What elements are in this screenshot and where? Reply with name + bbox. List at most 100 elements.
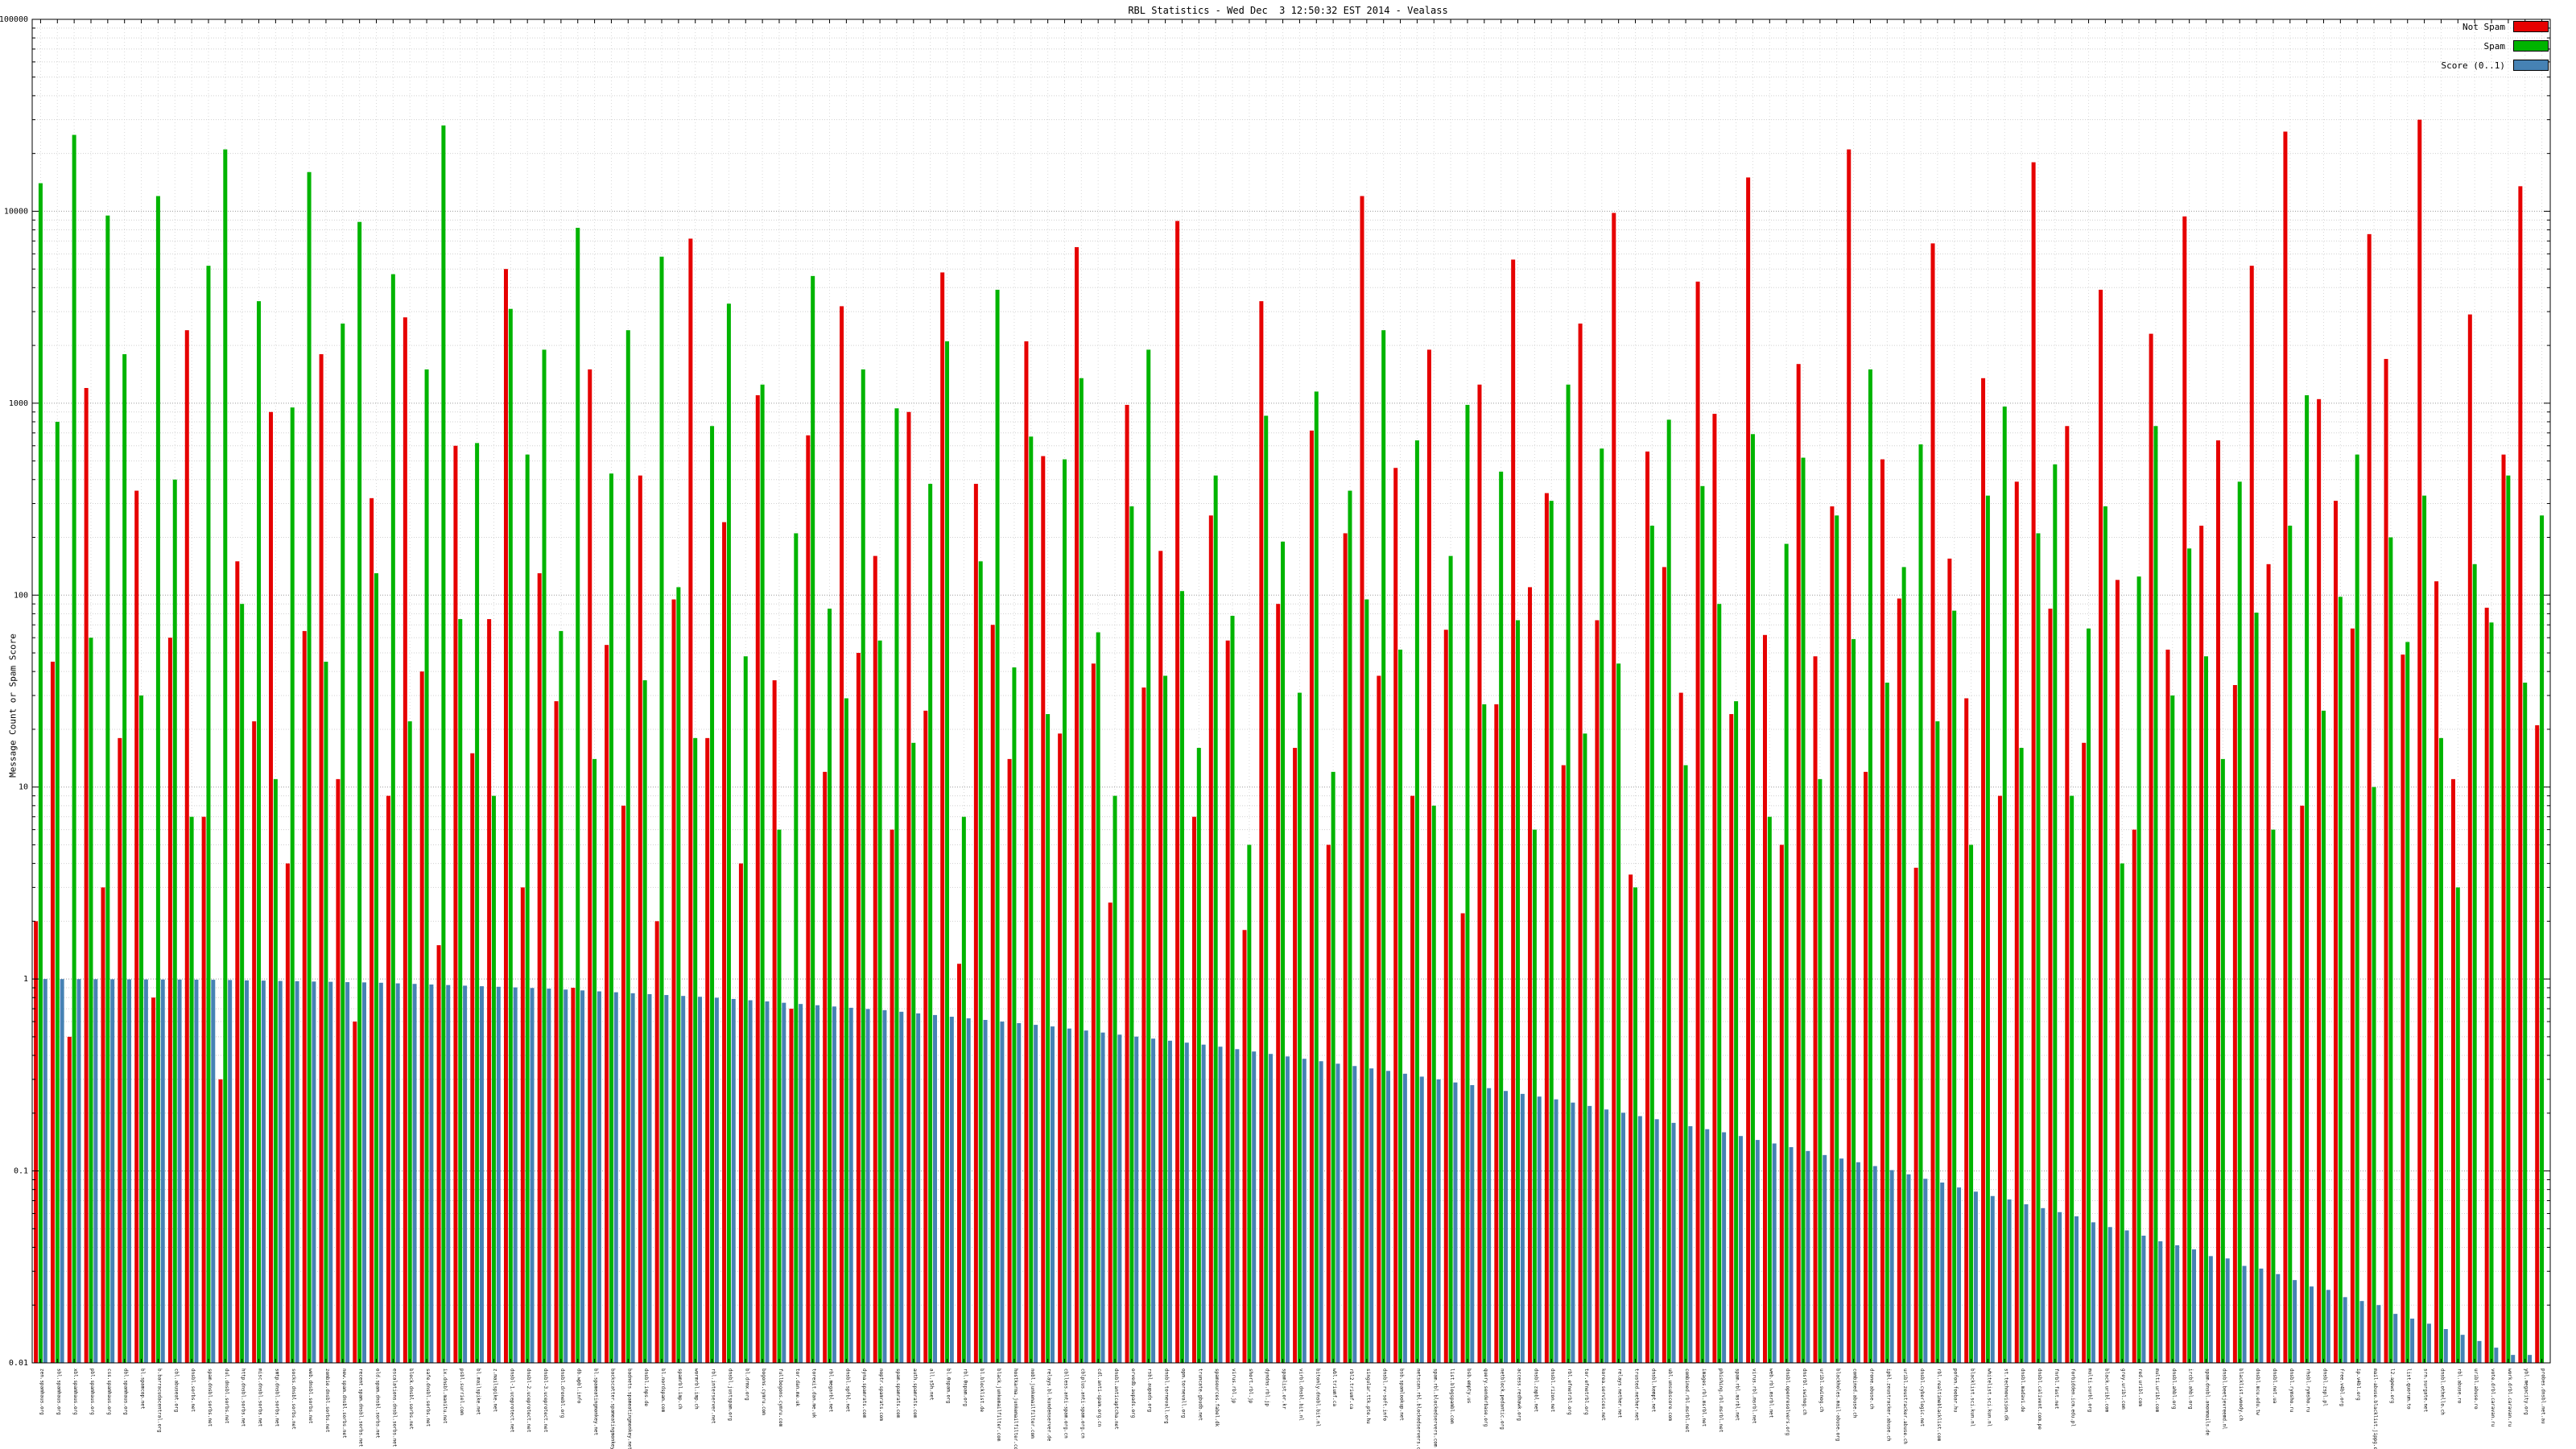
svg-text:spamsources.fabel.dk: spamsources.fabel.dk <box>1214 1368 1220 1427</box>
svg-text:cblless.anti-spam.org.cn: cblless.anti-spam.org.cn <box>1063 1368 1068 1439</box>
svg-text:web.rbl.msrbl.net: web.rbl.msrbl.net <box>1768 1368 1773 1418</box>
svg-text:blackholes.mail-abuse.org: blackholes.mail-abuse.org <box>1835 1368 1841 1442</box>
svg-text:rbl.interserver.net: rbl.interserver.net <box>711 1368 716 1424</box>
svg-text:0.01: 0.01 <box>9 1359 28 1368</box>
svg-text:badnets.spameatingmonkey.net: badnets.spameatingmonkey.net <box>626 1368 632 1449</box>
svg-text:mail-abuse.blacklist.jippg.org: mail-abuse.blacklist.jippg.org <box>2372 1368 2378 1449</box>
svg-text:work.drbl.caravan.ru: work.drbl.caravan.ru <box>2507 1368 2512 1427</box>
svg-text:relays.nether.net: relays.nether.net <box>1617 1368 1623 1418</box>
svg-text:dnsbl.mcu.edu.tw: dnsbl.mcu.edu.tw <box>2255 1368 2260 1415</box>
svg-text:dnsbl.calivent.com.pe: dnsbl.calivent.com.pe <box>2037 1368 2042 1430</box>
svg-text:red.uribl.com: red.uribl.com <box>2137 1368 2143 1406</box>
svg-text:dnsbl.zapbl.net: dnsbl.zapbl.net <box>1533 1368 1538 1413</box>
svg-text:dnsbl.spfbl.net: dnsbl.spfbl.net <box>844 1368 850 1413</box>
svg-text:uribl.abuse.ro: uribl.abuse.ro <box>2473 1368 2479 1410</box>
svg-text:netblock.pedantic.org: netblock.pedantic.org <box>1500 1368 1505 1430</box>
svg-text:cblplus.anti-spam.org.cn: cblplus.anti-spam.org.cn <box>1080 1368 1085 1439</box>
legend-label-score: Score (0..1) <box>2441 60 2505 71</box>
svg-text:10000: 10000 <box>4 207 28 216</box>
svg-text:pofon.foobar.hu: pofon.foobar.hu <box>1953 1368 1959 1413</box>
svg-text:dnsbl.rv-soft.info: dnsbl.rv-soft.info <box>1382 1368 1388 1421</box>
svg-text:black.uribl.com: black.uribl.com <box>2103 1368 2109 1413</box>
svg-text:dnsbl-2.uceprotect.net: dnsbl-2.uceprotect.net <box>526 1368 531 1433</box>
svg-text:list.quorum.to: list.quorum.to <box>2406 1368 2412 1410</box>
svg-text:ircbl.ahbl.org: ircbl.ahbl.org <box>2188 1368 2194 1410</box>
svg-text:black.junkemailfilter.com: black.junkemailfilter.com <box>996 1368 1001 1442</box>
svg-text:orvedb.aupads.org: orvedb.aupads.org <box>1130 1368 1136 1418</box>
svg-text:dnsbl-3.uceprotect.net: dnsbl-3.uceprotect.net <box>543 1368 548 1433</box>
svg-text:dnsbl.beetjevreemd.nl: dnsbl.beetjevreemd.nl <box>2221 1368 2227 1430</box>
svg-text:spam.spamrats.com: spam.spamrats.com <box>895 1368 901 1418</box>
svg-text:1000: 1000 <box>9 399 28 408</box>
svg-text:socks.dnsbl.sorbs.net: socks.dnsbl.sorbs.net <box>291 1368 296 1430</box>
svg-text:dnsbl.kempt.net: dnsbl.kempt.net <box>1650 1368 1656 1413</box>
legend-swatch-score <box>2513 60 2549 71</box>
svg-text:dnsbl.inps.de: dnsbl.inps.de <box>643 1368 649 1406</box>
svg-text:cbl.abuseat.org: cbl.abuseat.org <box>173 1368 179 1413</box>
svg-text:bsb.spamlookup.net: bsb.spamlookup.net <box>1399 1368 1405 1421</box>
svg-text:dnsbl.cyberlogic.net: dnsbl.cyberlogic.net <box>1919 1368 1925 1427</box>
svg-text:rbl2.triumf.ca: rbl2.triumf.ca <box>1348 1368 1354 1410</box>
svg-text:spam.dnsbl.sorbs.net: spam.dnsbl.sorbs.net <box>207 1368 213 1427</box>
svg-text:10: 10 <box>19 783 28 792</box>
svg-text:bl.blocklist.de: bl.blocklist.de <box>979 1368 985 1413</box>
svg-text:dnsbl.sorbs.net: dnsbl.sorbs.net <box>190 1368 196 1413</box>
svg-text:b.barracudacentral.org: b.barracudacentral.org <box>156 1368 162 1433</box>
svg-text:spam.dnsbl.anonmails.de: spam.dnsbl.anonmails.de <box>2205 1368 2211 1435</box>
svg-text:bl.0spam.org: bl.0spam.org <box>946 1368 952 1404</box>
svg-text:ip.v4bl.org: ip.v4bl.org <box>2355 1368 2361 1401</box>
svg-text:nobl.junkemailfilter.com: nobl.junkemailfilter.com <box>1030 1368 1035 1439</box>
svg-text:http.dnsbl.sorbs.net: http.dnsbl.sorbs.net <box>241 1368 246 1427</box>
svg-text:dnsbl.net.ua: dnsbl.net.ua <box>2272 1368 2277 1404</box>
svg-text:virbl.dnsbl.bit.nl: virbl.dnsbl.bit.nl <box>1298 1368 1303 1421</box>
svg-text:list.blogspambl.com: list.blogspambl.com <box>1449 1368 1455 1424</box>
svg-text:backscatter.spameatingmonkey.n: backscatter.spameatingmonkey.net <box>609 1368 615 1449</box>
svg-text:noptr.spamrats.com: noptr.spamrats.com <box>878 1368 884 1421</box>
svg-text:1: 1 <box>23 975 28 984</box>
svg-text:forbidden.icm.edu.pl: forbidden.icm.edu.pl <box>2070 1368 2076 1427</box>
svg-text:truncate.gbudb.net: truncate.gbudb.net <box>1197 1368 1203 1421</box>
svg-text:dnsbl.openresolvers.org: dnsbl.openresolvers.org <box>1785 1368 1790 1435</box>
svg-text:tor.efnetrbl.org: tor.efnetrbl.org <box>1583 1368 1589 1415</box>
legend-label-not-spam: Not Spam <box>2462 21 2505 32</box>
svg-text:ix.dnsbl.manitu.net: ix.dnsbl.manitu.net <box>442 1368 448 1424</box>
svg-text:rbl.abuse.ro: rbl.abuse.ro <box>2456 1368 2462 1404</box>
svg-text:recent.spam.dnsbl.sorbs.net: recent.spam.dnsbl.sorbs.net <box>358 1368 364 1447</box>
svg-text:combined.rbl.msrbl.net: combined.rbl.msrbl.net <box>1684 1368 1690 1433</box>
legend-row-score: Score (0..1) <box>2442 60 2549 71</box>
svg-text:spam.rbl.blockedservers.com: spam.rbl.blockedservers.com <box>1432 1368 1438 1447</box>
svg-text:bsb.empty.us: bsb.empty.us <box>1466 1368 1472 1404</box>
svg-text:free.v4bl.org: free.v4bl.org <box>2339 1368 2344 1406</box>
svg-text:dyndns.rbl.jp: dyndns.rbl.jp <box>1265 1368 1270 1406</box>
svg-text:vote.drbl.caravan.ru: vote.drbl.caravan.ru <box>2490 1368 2496 1427</box>
svg-text:psbl.surriel.com: psbl.surriel.com <box>459 1368 464 1415</box>
svg-text:ubl.unsubscore.com: ubl.unsubscore.com <box>1667 1368 1673 1421</box>
svg-text:trusted.nether.net: trusted.nether.net <box>1633 1368 1639 1421</box>
svg-text:dnsbl.dronebl.org: dnsbl.dronebl.org <box>559 1368 565 1418</box>
svg-text:bogons.cymru.com: bogons.cymru.com <box>761 1368 766 1415</box>
svg-text:auth.spamrats.com: auth.spamrats.com <box>912 1368 918 1418</box>
chart-title: RBL Statistics - Wed Dec 3 12:50:32 EST … <box>1128 5 1448 16</box>
svg-text:dnsbl-1.uceprotect.net: dnsbl-1.uceprotect.net <box>509 1368 514 1433</box>
svg-text:opm.tornevall.org: opm.tornevall.org <box>1180 1368 1186 1418</box>
svg-text:uribl.swinog.ch: uribl.swinog.ch <box>1818 1368 1824 1413</box>
svg-text:rbl.megarbl.net: rbl.megarbl.net <box>828 1368 834 1413</box>
svg-text:fnrbl.fast.net: fnrbl.fast.net <box>2054 1368 2059 1410</box>
svg-text:dnsbl.rymsho.ru: dnsbl.rymsho.ru <box>2289 1368 2294 1413</box>
legend-swatch-not-spam <box>2513 21 2549 32</box>
svg-text:z.mailspike.net: z.mailspike.net <box>492 1368 497 1413</box>
svg-text:new.spam.dnsbl.sorbs.net: new.spam.dnsbl.sorbs.net <box>341 1368 347 1439</box>
svg-text:spamlist.or.kr: spamlist.or.kr <box>1282 1368 1287 1410</box>
svg-text:probes.dnsbl.net.au: probes.dnsbl.net.au <box>2541 1368 2546 1424</box>
svg-text:drone.abuse.ch: drone.abuse.ch <box>1868 1368 1874 1410</box>
svg-text:dnsbl.rizon.net: dnsbl.rizon.net <box>1550 1368 1555 1413</box>
legend: Not Spam Spam Score (0..1) <box>2442 21 2549 71</box>
svg-text:dbl.spamhaus.org: dbl.spamhaus.org <box>123 1368 129 1415</box>
svg-text:rbl.efnetrbl.org: rbl.efnetrbl.org <box>1567 1368 1572 1415</box>
svg-text:rbl.realtimeblacklist.com: rbl.realtimeblacklist.com <box>1936 1368 1942 1442</box>
svg-text:dul.dnsbl.sorbs.net: dul.dnsbl.sorbs.net <box>224 1368 229 1424</box>
svg-text:virus.rbl.msrbl.net: virus.rbl.msrbl.net <box>1751 1368 1757 1424</box>
svg-text:escalations.dnsbl.sorbs.net: escalations.dnsbl.sorbs.net <box>391 1368 397 1447</box>
svg-text:wormrbl.imp.ch: wormrbl.imp.ch <box>694 1368 700 1410</box>
